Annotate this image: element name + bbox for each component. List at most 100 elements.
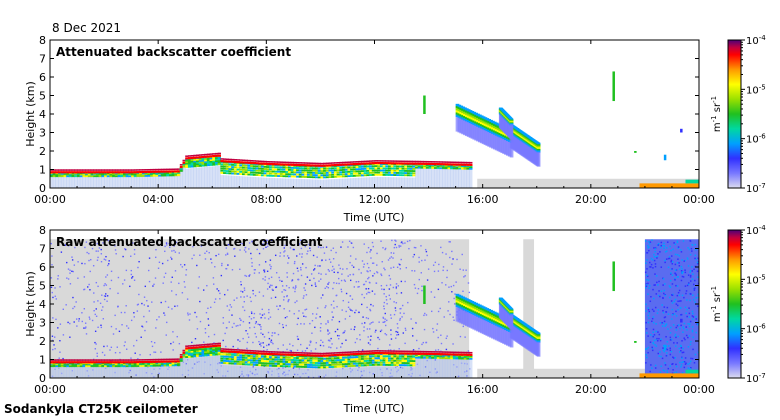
noise-dot [678, 294, 681, 297]
noise-dot [692, 316, 695, 318]
cloud-base-cell [204, 345, 208, 348]
echo-cell [271, 362, 276, 365]
noise-dot [346, 268, 348, 270]
cloud-cell [464, 112, 469, 115]
noise-dot [302, 297, 305, 299]
noise-dot [103, 295, 106, 297]
cloud-base-cell [77, 171, 81, 174]
haze-cell [109, 366, 113, 378]
cloud-base-cell [239, 351, 243, 354]
echo-cell [239, 170, 243, 173]
noise-dot [294, 301, 296, 304]
echo-cell [404, 174, 408, 177]
haze-cell [182, 167, 186, 188]
panel-title-attenuated: Attenuated backscatter coefficient [56, 45, 291, 59]
noise-dot [320, 297, 322, 299]
noise-dot [147, 269, 150, 272]
echo-cell [328, 176, 332, 179]
noise-dot [305, 315, 307, 318]
echo-cell [201, 164, 205, 167]
echo-cell [333, 169, 338, 172]
noise-dot [678, 268, 681, 271]
cloud-top-cell [290, 161, 294, 164]
noise-dot [147, 305, 149, 307]
echo-cell [206, 162, 211, 165]
noise-dot [94, 330, 97, 333]
noise-dot [657, 352, 660, 355]
haze-cell [166, 366, 170, 378]
noise-dot [162, 282, 164, 284]
noise-dot [420, 272, 422, 274]
echo-cell [379, 167, 384, 170]
cloud-top-cell [331, 162, 335, 164]
noise-dot [647, 293, 649, 295]
noise-dot [240, 290, 242, 292]
cloud-base-cell [306, 354, 311, 357]
cloud-top-cell [79, 359, 84, 361]
echo-cell [141, 365, 146, 367]
noise-dot [694, 243, 697, 246]
noise-dot [169, 246, 171, 249]
cloud-cell [496, 129, 501, 133]
noise-dot [314, 282, 317, 284]
cloud-base-cell [315, 164, 319, 167]
echo-cell [363, 167, 367, 170]
echo-cell [98, 365, 102, 368]
noise-dot [681, 275, 684, 278]
noise-dot [316, 307, 319, 309]
noise-dot [464, 336, 466, 338]
noise-dot [686, 315, 688, 318]
cloud-cell [464, 119, 469, 122]
noise-dot [694, 279, 696, 282]
cloud-top-cell [339, 161, 343, 164]
noise-dot [102, 306, 104, 308]
cloud-cell [479, 117, 484, 120]
noise-dot [288, 310, 291, 312]
noise-dot [97, 256, 99, 259]
cloud-top-cell [74, 359, 78, 361]
echo-cell [347, 166, 351, 169]
cloud-top-cell [166, 168, 170, 171]
echo-cell [360, 172, 365, 175]
cloud-base-cell [196, 156, 200, 159]
noise-dot [319, 344, 322, 347]
haze-cell [223, 175, 227, 188]
noise-dot [385, 324, 387, 327]
noise-dot [309, 340, 312, 343]
noise-dot [669, 326, 672, 329]
cloud-base-cell [255, 352, 259, 355]
echo-cell [190, 349, 194, 352]
cloud-top-cell [255, 160, 259, 162]
cloud-base-cell [436, 163, 440, 166]
echo-cell [282, 358, 286, 361]
noise-dot [421, 289, 423, 292]
noise-dot [320, 278, 322, 280]
noise-dot [646, 244, 649, 247]
noise-dot [304, 350, 307, 352]
echo-cell [231, 166, 235, 168]
echo-cell [87, 175, 92, 178]
haze-cell [350, 178, 354, 188]
cloud-base-cell [398, 162, 403, 165]
noise-dot [315, 313, 318, 315]
echo-cell [128, 175, 132, 178]
noise-dot [248, 275, 250, 277]
echo-cell [147, 365, 151, 367]
haze-cell [315, 369, 319, 378]
cloud-cell [459, 107, 464, 111]
cloud-base-cell [406, 162, 411, 165]
echo-cell [85, 365, 89, 368]
noise-dot [351, 264, 353, 267]
heatmap-raw [50, 239, 699, 378]
echo-cell [377, 169, 381, 172]
echo-cell [247, 363, 251, 366]
echo-cell [298, 361, 303, 364]
echo-cell [206, 158, 211, 160]
noise-dot [695, 297, 698, 299]
noise-dot [311, 284, 313, 287]
cloud-base-cell [187, 157, 192, 160]
noise-dot [645, 362, 647, 364]
noise-dot [258, 252, 261, 255]
noise-dot [83, 288, 86, 291]
surface-echo-orange [639, 183, 699, 188]
